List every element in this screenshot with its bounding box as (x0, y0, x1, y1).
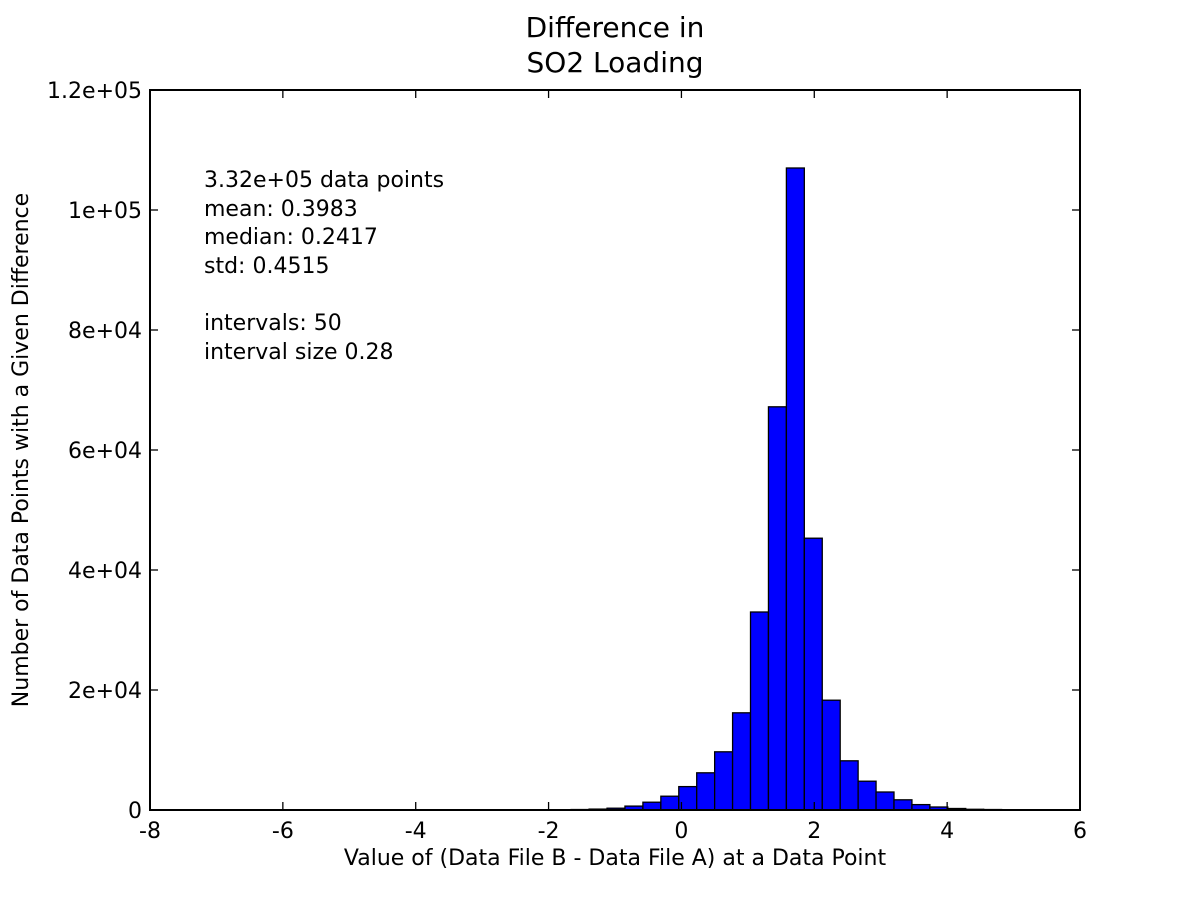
stats-line-mean: mean: 0.3983 (204, 197, 358, 222)
x-tick-label: 4 (940, 819, 954, 844)
histogram-bar (821, 699, 841, 811)
y-axis-ticks: 0 2e+04 4e+04 6e+04 8e+04 1e+05 1.2e+05 (47, 79, 1080, 824)
y-tick-label: 2e+04 (68, 679, 142, 704)
stats-line-intervals: intervals: 50 (204, 311, 342, 336)
stats-line-count: 3.32e+05 data points (204, 168, 444, 193)
histogram-bar (875, 791, 895, 811)
stats-line-std: std: 0.4515 (204, 254, 329, 279)
chart-title-line-2: SO2 Loading (527, 46, 704, 79)
histogram-bar (767, 406, 788, 811)
histogram-bar (660, 795, 680, 811)
chart-title-line-1: Difference in (526, 11, 705, 44)
x-axis-ticks: -8 -6 -4 -2 0 2 4 6 (139, 90, 1087, 844)
histogram-bar (642, 801, 662, 811)
y-tick-label: 8e+04 (68, 319, 142, 344)
histogram-bar (713, 751, 734, 811)
x-tick-label: -2 (538, 819, 560, 844)
histogram-bar (857, 780, 877, 811)
stats-line-interval-size: interval size 0.28 (204, 340, 394, 365)
x-axis-label: Value of (Data File B - Data File A) at … (344, 846, 887, 871)
histogram-bar (803, 537, 823, 811)
histogram-bar (749, 611, 770, 811)
y-tick-label: 4e+04 (68, 559, 142, 584)
x-tick-label: 0 (674, 819, 688, 844)
y-tick-label: 6e+04 (68, 439, 142, 464)
x-tick-label: -4 (405, 819, 427, 844)
bar-group (175, 167, 1075, 811)
x-tick-label: 2 (807, 819, 821, 844)
x-tick-label: -8 (139, 819, 161, 844)
y-tick-label: 0 (128, 799, 142, 824)
stats-line-median: median: 0.2417 (204, 225, 378, 250)
y-tick-label: 1.2e+05 (47, 79, 142, 104)
x-tick-label: -6 (272, 819, 294, 844)
y-tick-label: 1e+05 (68, 199, 142, 224)
histogram-bar (839, 760, 859, 811)
y-axis-label: Number of Data Points with a Given Diffe… (9, 193, 34, 707)
histogram-bar (893, 799, 913, 811)
histogram-bar (696, 772, 716, 811)
x-tick-label: 6 (1073, 819, 1087, 844)
histogram-bar (785, 167, 805, 811)
stats-annotation: 3.32e+05 data points mean: 0.3983 median… (204, 168, 444, 365)
histogram-bar (731, 712, 752, 811)
